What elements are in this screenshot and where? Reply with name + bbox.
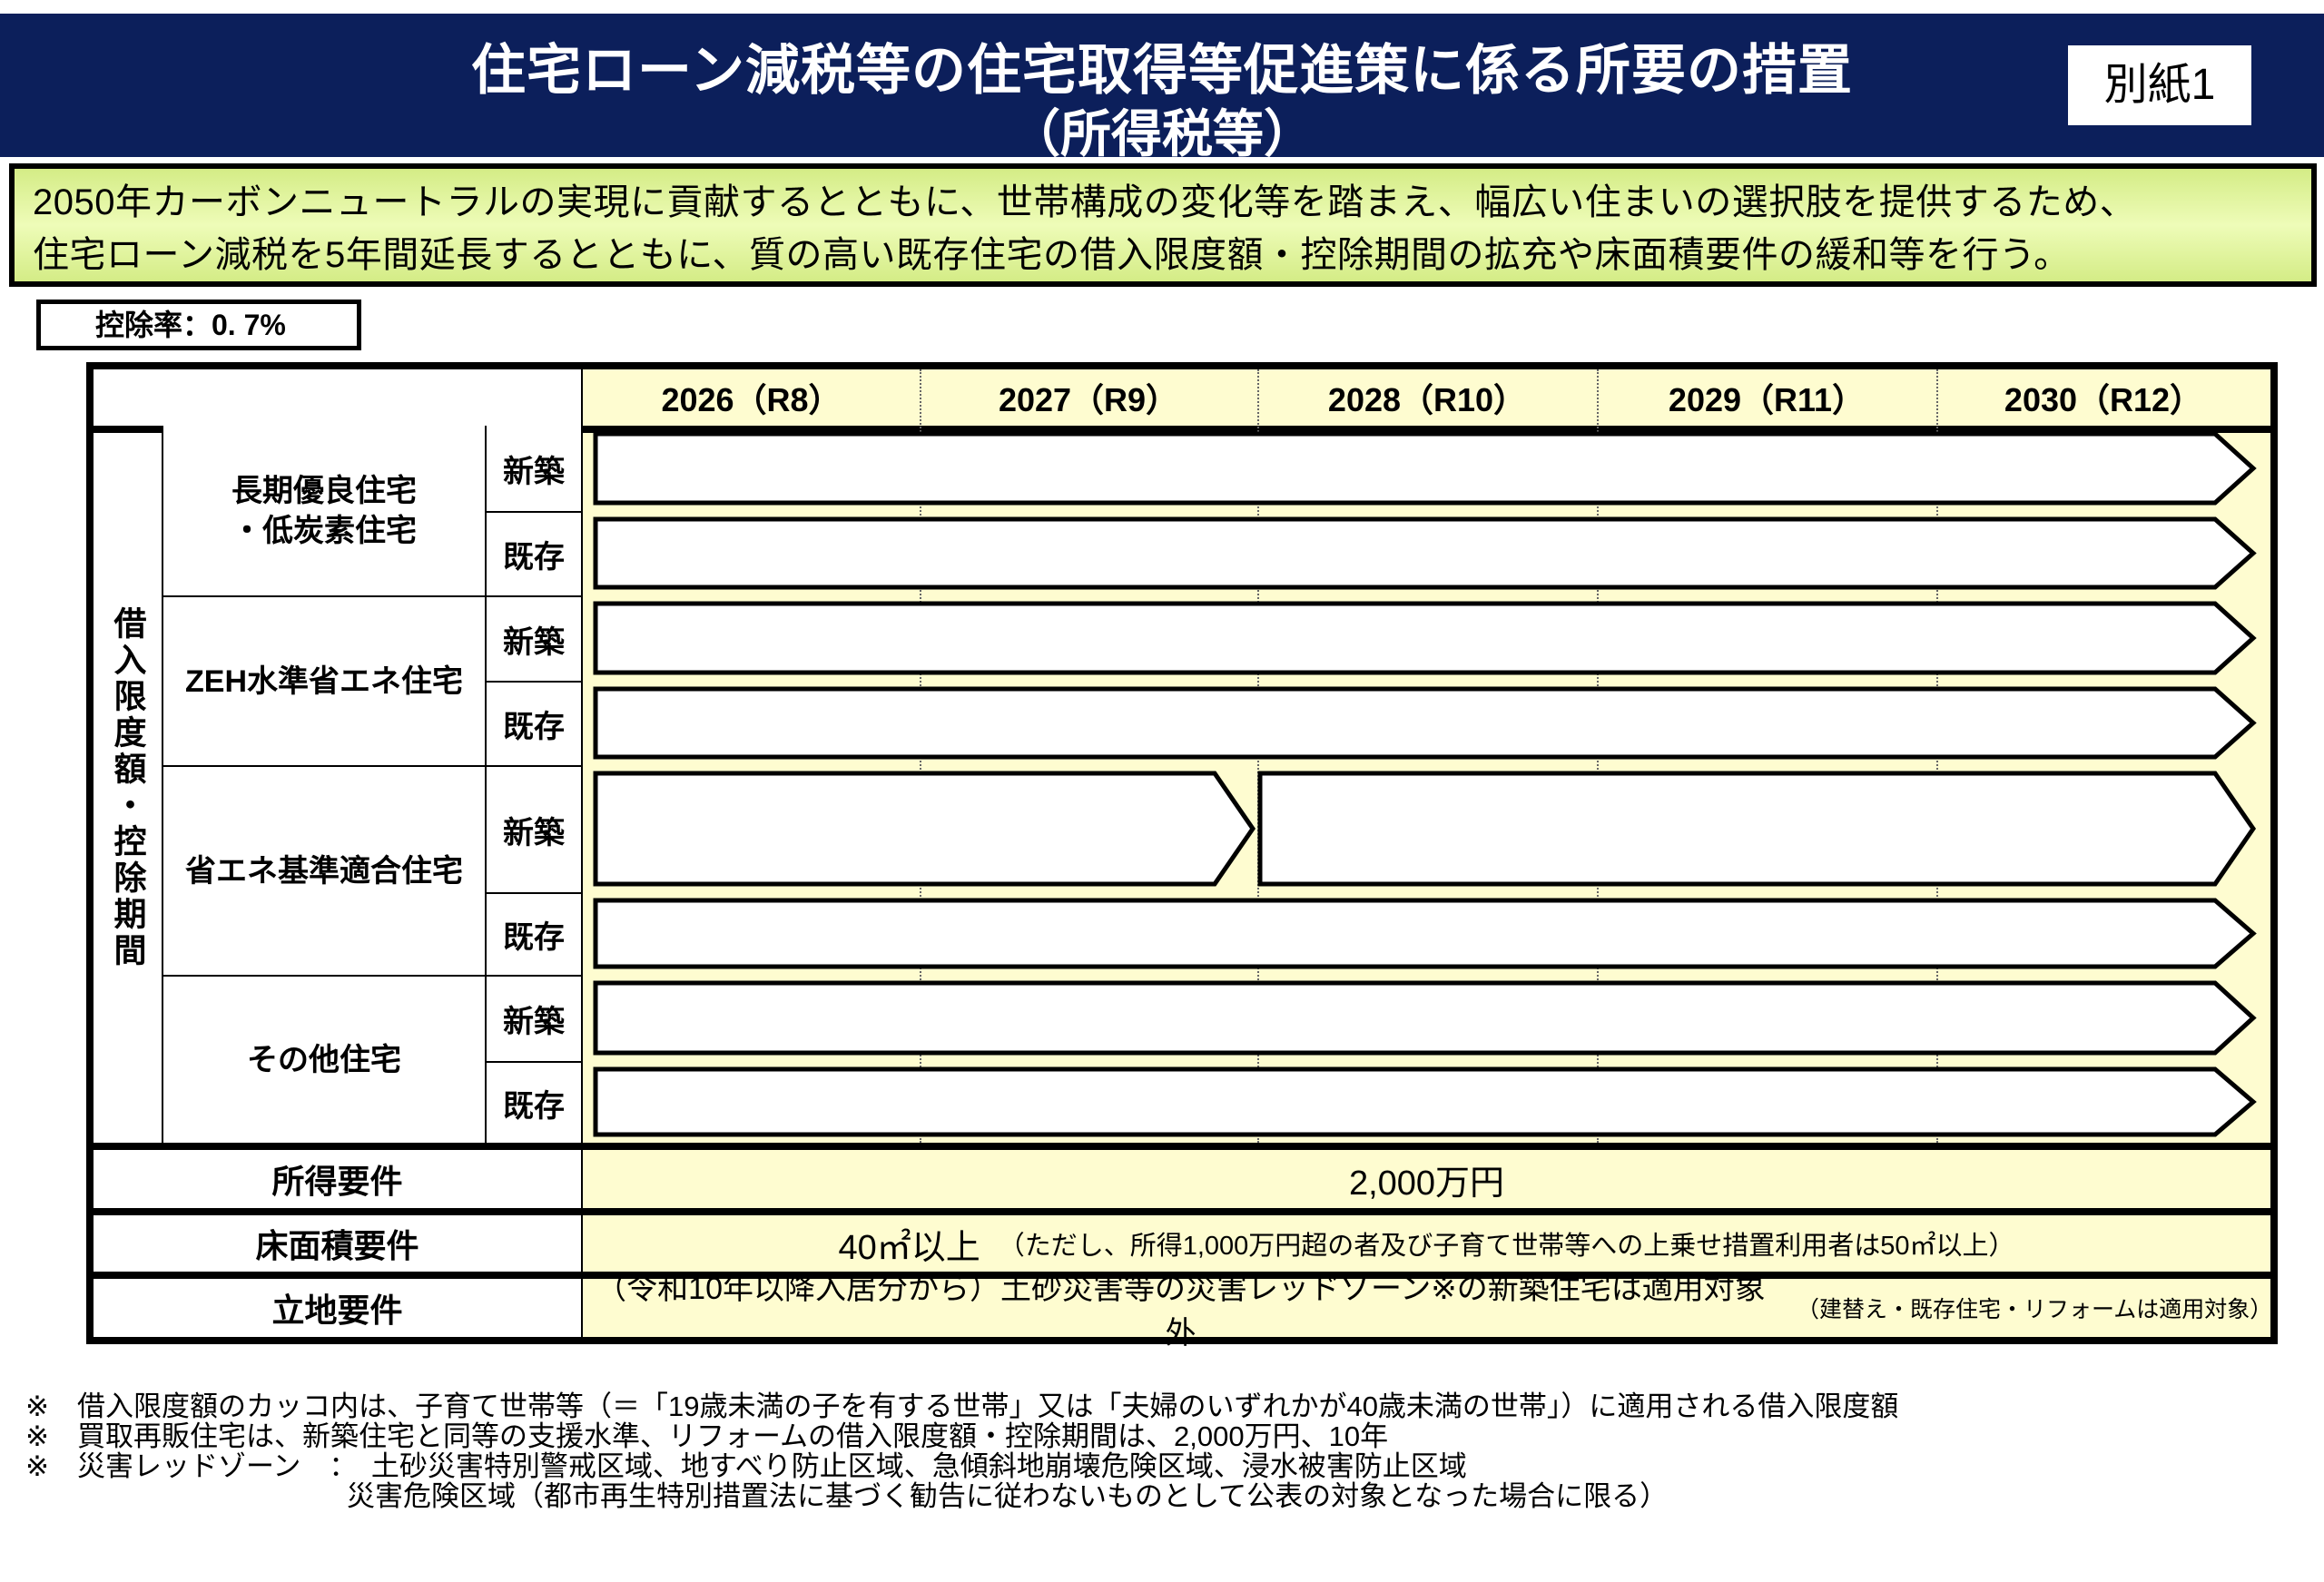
row-type: 既存 bbox=[487, 681, 581, 765]
requirement-text: 2,000万円 bbox=[1348, 1164, 1505, 1203]
period-arrow bbox=[593, 1066, 2257, 1137]
requirement-note: （ただし、所得1,000万円超の者及び子育て世帯等への上乗せ措置利用者は50㎡以… bbox=[998, 1232, 2015, 1261]
footnote: ※ 買取再販住宅は、新築住宅と同等の支援水準、リフォームの借入限度額・控除期間は… bbox=[25, 1420, 1389, 1452]
requirement-value: 2,000万円 bbox=[581, 1143, 2270, 1208]
period-arrow bbox=[593, 898, 2257, 969]
side-label: 借入限度額・控除期間 bbox=[94, 426, 163, 1143]
footnote: ※ 借入限度額のカッコ内は、子育て世帯等（＝「19歳未満の子を有する世帯」又は「… bbox=[25, 1390, 1899, 1422]
row-type: 新築 bbox=[487, 765, 581, 892]
page-subtitle: （所得税等） bbox=[1009, 105, 1315, 162]
requirement-value: 40㎡以上 （ただし、所得1,000万円超の者及び子育て世帯等への上乗せ措置利用者… bbox=[581, 1208, 2270, 1272]
row-type: 既存 bbox=[487, 892, 581, 975]
attachment-label: 別紙1 bbox=[2068, 45, 2251, 125]
row-type: 新築 bbox=[487, 595, 581, 681]
arrow-layer bbox=[593, 431, 2257, 1137]
period-arrow bbox=[593, 771, 1256, 887]
summary-line: 住宅ローン減税を5年間延長するとともに、質の高い既存住宅の借入限度額・控除期間の… bbox=[33, 235, 2071, 275]
row-type: 既存 bbox=[487, 511, 581, 595]
deduction-rate: 控除率：0. 7% bbox=[36, 300, 361, 350]
requirement-note: （建替え・既存住宅・リフォームは適用対象） bbox=[1796, 1297, 2273, 1322]
row-type: 既存 bbox=[487, 1061, 581, 1143]
year-header: 2026（R8） bbox=[581, 369, 920, 426]
category-label: 省エネ基準適合住宅 bbox=[163, 765, 487, 975]
year-header: 2027（R9） bbox=[920, 369, 1257, 426]
title-bar: 住宅ローン減税等の住宅取得等促進策に係る所要の措置 （所得税等） 別紙1 bbox=[0, 14, 2324, 162]
year-header: 2030（R12） bbox=[1936, 369, 2270, 426]
category-label: ZEH水準省エネ住宅 bbox=[163, 595, 487, 765]
requirement-label: 床面積要件 bbox=[94, 1208, 581, 1272]
requirement-text: （令和10年以降入居分から）土砂災害等の災害レッドゾーン※の新築住宅は適用対象外 bbox=[596, 1272, 1766, 1351]
requirement-value: （令和10年以降入居分から）土砂災害等の災害レッドゾーン※の新築住宅は適用対象外… bbox=[581, 1272, 2273, 1351]
year-header: 2029（R11） bbox=[1597, 369, 1936, 426]
period-arrow bbox=[1257, 771, 2257, 887]
category-label: その他住宅 bbox=[163, 975, 487, 1143]
year-header: 2028（R10） bbox=[1257, 369, 1597, 426]
period-arrow bbox=[593, 980, 2257, 1056]
requirement-label: 所得要件 bbox=[94, 1143, 581, 1208]
row-type: 新築 bbox=[487, 975, 581, 1061]
period-arrow bbox=[593, 686, 2257, 760]
row-type: 新築 bbox=[503, 454, 565, 489]
requirement-label: 立地要件 bbox=[94, 1272, 581, 1337]
footnote: ※ 災害レッドゾーン ： 土砂災害特別警戒区域、地すべり防止区域、急傾斜地崩壊危… bbox=[25, 1450, 1467, 1482]
category-label: 長期優良住宅 ・低炭素住宅 bbox=[163, 426, 487, 595]
footnote: 災害危険区域（都市再生特別措置法に基づく勧告に従わないものとして公表の対象となっ… bbox=[347, 1480, 1669, 1512]
measures-table: 2026（R8） 2027（R9） 2028（R10） 2029（R11） 2030（R… bbox=[86, 362, 2278, 1351]
summary-box: 2050年カーボンニュートラルの実現に貢献するとともに、世帯構成の変化等を踏まえ… bbox=[9, 163, 2317, 287]
requirement-text: 40㎡以上 bbox=[838, 1228, 980, 1267]
period-arrow bbox=[593, 431, 2257, 506]
period-arrow bbox=[593, 601, 2257, 675]
page-title: 住宅ローン減税等の住宅取得等促進策に係る所要の措置 bbox=[471, 40, 1853, 101]
summary-line: 2050年カーボンニュートラルの実現に貢献するとともに、世帯構成の変化等を踏まえ… bbox=[33, 182, 2137, 222]
period-arrow bbox=[593, 516, 2257, 590]
